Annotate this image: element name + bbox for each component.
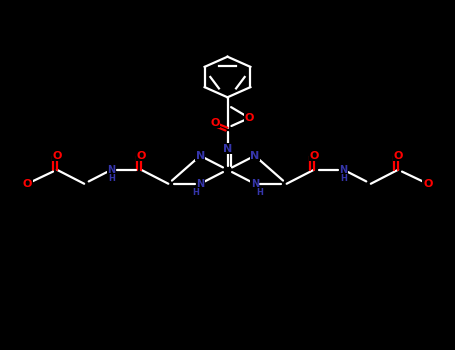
Text: O: O xyxy=(210,118,219,127)
Text: H: H xyxy=(256,188,263,197)
Text: O: O xyxy=(23,179,32,189)
Text: O: O xyxy=(309,151,318,161)
Text: O: O xyxy=(136,151,146,161)
Text: N: N xyxy=(223,144,232,154)
Text: H: H xyxy=(192,188,199,197)
Text: O: O xyxy=(423,179,432,189)
Text: O: O xyxy=(52,151,61,161)
Text: N: N xyxy=(250,151,259,161)
Text: O: O xyxy=(245,113,254,123)
Text: H: H xyxy=(340,174,347,183)
Text: N: N xyxy=(339,165,348,175)
Text: O: O xyxy=(394,151,403,161)
Text: N: N xyxy=(107,165,116,175)
Text: N: N xyxy=(251,179,259,189)
Text: H: H xyxy=(108,174,115,183)
Text: N: N xyxy=(196,151,205,161)
Text: N: N xyxy=(196,179,204,189)
